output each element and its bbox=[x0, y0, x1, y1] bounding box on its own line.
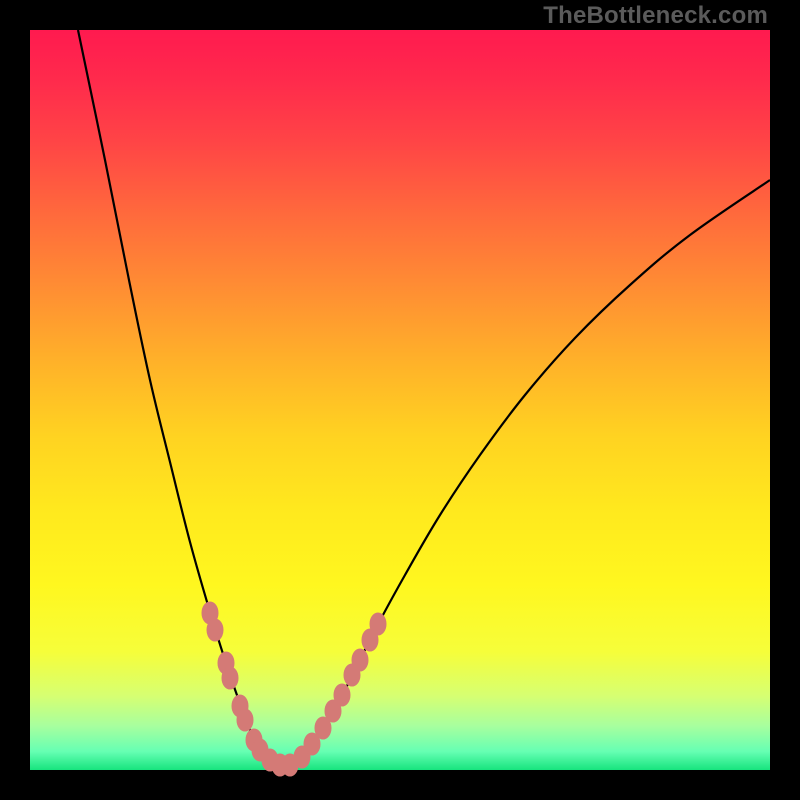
chart-frame: TheBottleneck.com bbox=[0, 0, 800, 800]
curve-marker bbox=[222, 667, 238, 689]
curve-layer bbox=[30, 30, 770, 770]
curve-marker bbox=[370, 613, 386, 635]
left-curve bbox=[78, 30, 283, 767]
curve-marker bbox=[237, 709, 253, 731]
plot-area bbox=[30, 30, 770, 770]
curve-marker bbox=[207, 619, 223, 641]
curve-marker bbox=[352, 649, 368, 671]
curve-marker bbox=[334, 684, 350, 706]
watermark-text: TheBottleneck.com bbox=[543, 2, 768, 30]
marker-group bbox=[202, 602, 386, 776]
